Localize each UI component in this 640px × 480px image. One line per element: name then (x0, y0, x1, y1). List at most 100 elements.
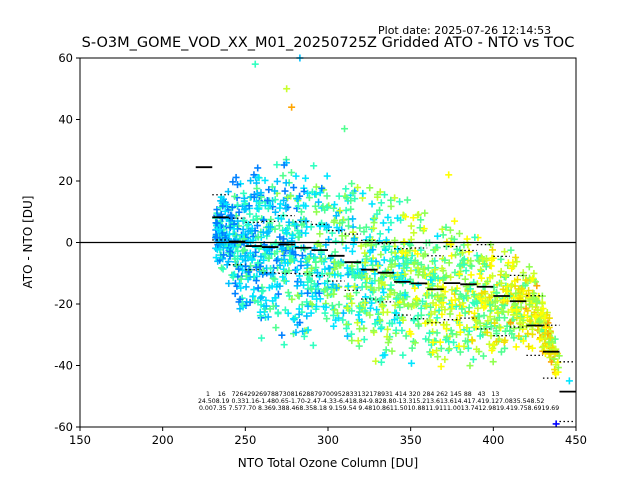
scatter-point (459, 256, 467, 264)
scatter-point (388, 347, 396, 355)
scatter-point (401, 291, 409, 299)
scatter-point (408, 344, 416, 352)
scatter-point (513, 276, 521, 284)
scatter-outlier (445, 171, 453, 179)
scatter-point (297, 258, 305, 266)
scatter-point (266, 202, 274, 210)
scatter-point (424, 264, 432, 272)
scatter-point (245, 202, 253, 210)
scatter-point (433, 232, 441, 240)
scatter-point (294, 195, 302, 203)
scatter-point (455, 230, 463, 238)
scatter-point (407, 330, 415, 338)
scatter-point (374, 310, 382, 318)
scatter-point (383, 270, 391, 278)
scatter-point (254, 164, 262, 172)
scatter-point (552, 361, 560, 369)
scatter-point (387, 263, 395, 271)
scatter-point (343, 194, 351, 202)
scatter-point (427, 303, 435, 311)
scatter-point (387, 196, 395, 204)
y-tick-label: 20 (58, 174, 73, 188)
scatter-point (392, 326, 400, 334)
scatter-point (324, 277, 332, 285)
scatter-point (411, 284, 419, 292)
scatter-point (373, 210, 381, 218)
scatter-point (308, 285, 316, 293)
scatter-point (282, 179, 290, 187)
scatter-point (312, 303, 320, 311)
scatter-point (429, 338, 437, 346)
scatter-point (509, 259, 517, 267)
scatter-point (504, 286, 512, 294)
scatter-point (333, 284, 341, 292)
scatter-point (403, 196, 411, 204)
scatter-point (298, 252, 306, 260)
scatter-point (264, 313, 272, 321)
scatter-point (248, 255, 256, 263)
scatter-point (256, 294, 264, 302)
scatter-point (391, 194, 399, 202)
scatter-point (347, 205, 355, 213)
scatter-point (525, 263, 533, 271)
scatter-point (355, 342, 363, 350)
scatter-point (403, 248, 411, 256)
scatter-point (489, 358, 497, 366)
scatter-point (476, 332, 484, 340)
scatter-point (233, 261, 241, 269)
scatter-point (312, 258, 320, 266)
scatter-point (484, 317, 492, 325)
scatter-point (456, 290, 464, 298)
scatter-point (510, 334, 518, 342)
scatter-point (426, 329, 434, 337)
scatter-point (360, 335, 368, 343)
scatter-point (240, 189, 248, 197)
scatter-point (216, 240, 224, 248)
scatter-point (304, 189, 312, 197)
scatter-point (302, 174, 310, 182)
scatter-point (250, 193, 258, 201)
scatter-point (431, 274, 439, 282)
scatter-point (479, 352, 487, 360)
scatter-point (290, 184, 298, 192)
scatter-point (383, 308, 391, 316)
scatter-point (524, 330, 532, 338)
scatter-point (376, 206, 384, 214)
scatter-point (218, 264, 226, 272)
scatter-point (275, 222, 283, 230)
scatter-point (280, 196, 288, 204)
scatter-point (452, 287, 460, 295)
y-tick-label: -40 (54, 359, 73, 373)
scatter-point (499, 285, 507, 293)
scatter-point (507, 317, 515, 325)
scatter-point (349, 215, 357, 223)
scatter-point (280, 255, 288, 263)
chart-title: S-O3M_GOME_VOD_XX_M01_20250725Z Gridded … (81, 35, 575, 51)
scatter-point (386, 272, 394, 280)
scatter-point (272, 324, 280, 332)
scatter-point (304, 255, 312, 263)
scatter-point (523, 313, 531, 321)
scatter-point (473, 345, 481, 353)
scatter-point (231, 290, 239, 298)
scatter-point (428, 292, 436, 300)
scatter-point (468, 336, 476, 344)
scatter-point (241, 252, 249, 260)
bin-means-row: 24.508.19 0.331.16-1.480.65-1.70-2.47-4.… (198, 398, 544, 405)
scatter-point (503, 287, 511, 295)
scatter-point (503, 322, 511, 330)
scatter-point (289, 315, 297, 323)
scatter-point (261, 176, 269, 184)
scatter-point (445, 259, 453, 267)
scatter-point (495, 323, 503, 331)
scatter-point (271, 208, 279, 216)
scatter-point (285, 218, 293, 226)
scatter-point (488, 346, 496, 354)
scatter-point (513, 306, 521, 314)
scatter-point (443, 321, 451, 329)
scatter-point (267, 265, 275, 273)
scatter-point (285, 267, 293, 275)
scatter-point (323, 315, 331, 323)
scatter-point (466, 285, 474, 293)
